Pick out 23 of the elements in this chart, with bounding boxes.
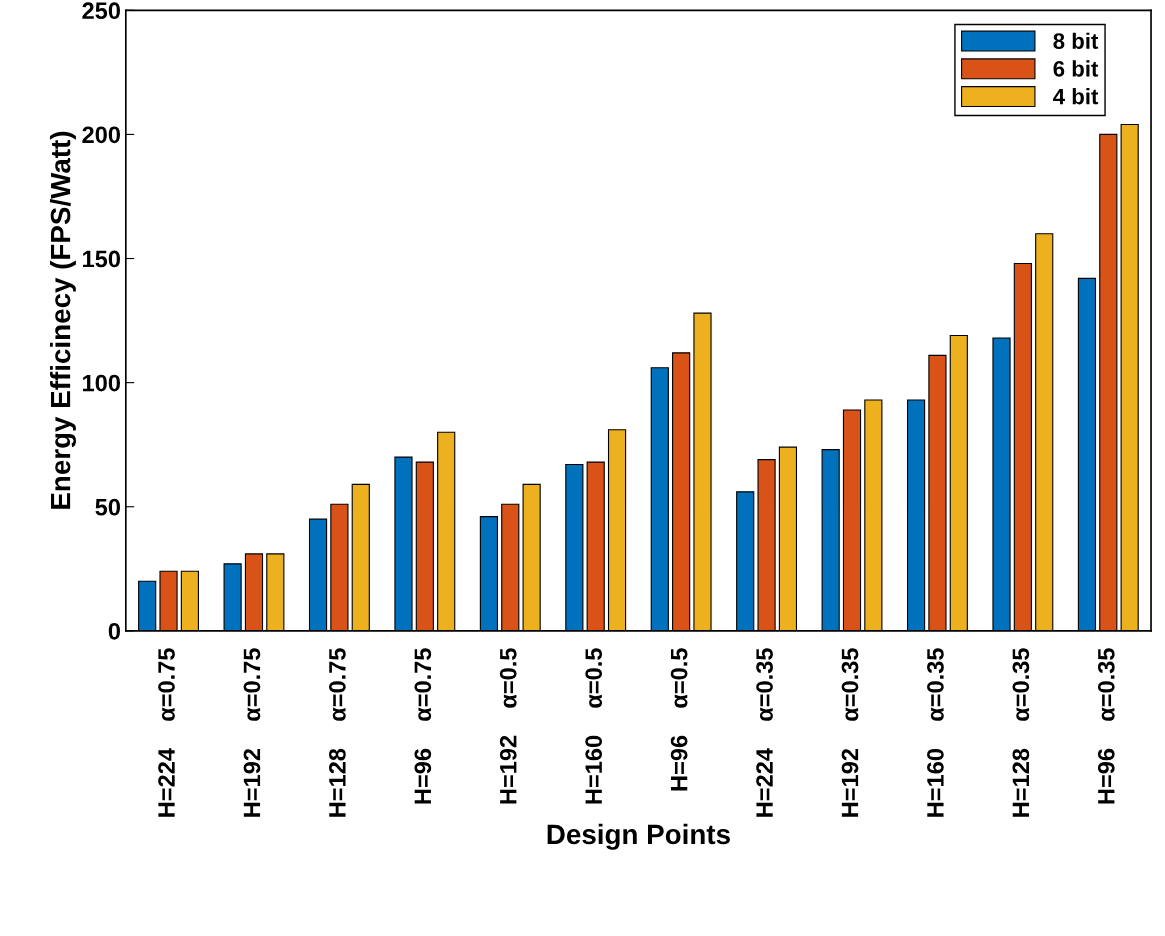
x-tick-label: H=160 α=0.5 — [585, 648, 603, 804]
y-tick-label: 250 — [82, 2, 120, 20]
x-tick-label: H=96 α=0.75 — [414, 648, 432, 804]
x-axis-title: Design Points — [547, 823, 730, 850]
x-tick-label: H=128 α=0.35 — [1012, 648, 1030, 817]
legend-label: 8 bit — [1053, 32, 1099, 49]
legend-label: 6 bit — [1053, 60, 1099, 77]
y-tick-label: 0 — [108, 622, 120, 640]
y-tick-label: 200 — [82, 126, 120, 144]
y-tick-label: 50 — [95, 498, 120, 516]
x-tick-label: H=128 α=0.75 — [329, 648, 346, 817]
x-tick-label: H=192 α=0.75 — [243, 648, 261, 817]
x-tick-label: H=160 α=0.35 — [927, 648, 944, 817]
x-tick-label: H=192 α=0.5 — [499, 648, 517, 804]
x-tick-label: H=96 α=0.5 — [670, 648, 688, 791]
y-tick-label: 100 — [83, 374, 120, 392]
x-tick-label: H=224 α=0.35 — [756, 648, 773, 817]
y-axis-title: Energy Efficinecy (FPS/Watt) — [50, 131, 77, 509]
x-tick-label: H=224 α=0.75 — [158, 648, 175, 817]
legend-label: 4 bit — [1053, 88, 1099, 105]
y-tick-label: 150 — [83, 250, 120, 268]
x-tick-label: H=192 α=0.35 — [841, 648, 859, 817]
x-tick-label: H=96 α=0.35 — [1097, 648, 1115, 804]
